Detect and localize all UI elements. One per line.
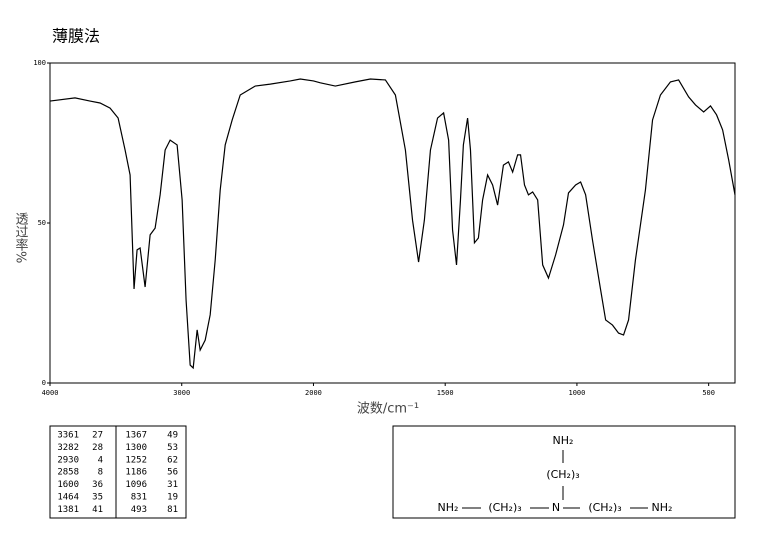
x-tick-label: 500 bbox=[702, 389, 715, 397]
table-cell: 1381 bbox=[57, 505, 79, 515]
table-cell: 3361 bbox=[57, 431, 79, 441]
plot-frame bbox=[49, 62, 736, 384]
table-cell: 8 bbox=[98, 468, 103, 478]
structure-text: (CH₂)₃ bbox=[588, 501, 621, 514]
peak-table-frame bbox=[49, 425, 187, 519]
table-cell: 62 bbox=[167, 455, 178, 465]
table-cell: 831 bbox=[131, 493, 147, 503]
table-cell: 1096 bbox=[125, 480, 147, 490]
table-cell: 28 bbox=[92, 443, 103, 453]
x-tick-label: 1500 bbox=[437, 389, 454, 397]
table-cell: 41 bbox=[92, 505, 103, 515]
table-cell: 53 bbox=[167, 443, 178, 453]
table-cell: 1252 bbox=[125, 455, 147, 465]
table-cell: 2930 bbox=[57, 455, 79, 465]
structure-text: N bbox=[552, 501, 560, 514]
y-axis-label: 透过率% bbox=[13, 212, 29, 263]
table-cell: 1600 bbox=[57, 480, 79, 490]
table-cell: 27 bbox=[92, 431, 103, 441]
y-tick-label: 50 bbox=[38, 219, 46, 227]
x-tick-label: 4000 bbox=[42, 389, 59, 397]
x-tick-label: 1000 bbox=[568, 389, 585, 397]
spectrum-line bbox=[49, 78, 736, 370]
x-axis-label: 波数/cm⁻¹ bbox=[357, 402, 419, 417]
table-cell: 81 bbox=[167, 505, 178, 515]
structure-labels: NH₂ (CH₂)₃ NH₂ (CH₂)₃ N (CH₂)₃ NH₂ bbox=[438, 434, 673, 514]
table-cell: 56 bbox=[167, 468, 178, 478]
table-cell: 3282 bbox=[57, 443, 79, 453]
table-cell: 36 bbox=[92, 480, 103, 490]
table-cell: 1464 bbox=[57, 493, 79, 503]
structure-frame bbox=[392, 425, 736, 519]
structure-text: (CH₂)₃ bbox=[546, 468, 579, 481]
table-cell: 4 bbox=[98, 455, 103, 465]
structure-text: NH₂ bbox=[553, 434, 574, 447]
table-cell: 1300 bbox=[125, 443, 147, 453]
table-cell: 1186 bbox=[125, 468, 147, 478]
y-tick-label: 100 bbox=[33, 59, 46, 67]
structure-text: NH₂ bbox=[652, 501, 673, 514]
table-cell: 49 bbox=[167, 431, 178, 441]
table-cell: 35 bbox=[92, 493, 103, 503]
structure-text: (CH₂)₃ bbox=[488, 501, 521, 514]
table-cell: 493 bbox=[131, 505, 147, 515]
x-tick-label: 2000 bbox=[305, 389, 322, 397]
table-cell: 19 bbox=[167, 493, 178, 503]
y-tick-label: 0 bbox=[42, 379, 46, 387]
table-cell: 1367 bbox=[125, 431, 147, 441]
structure-text: NH₂ bbox=[438, 501, 459, 514]
table-cell: 2858 bbox=[57, 468, 79, 478]
structure-bonds bbox=[462, 450, 648, 509]
chart-title: 薄膜法 bbox=[52, 27, 100, 46]
table-cell: 31 bbox=[167, 480, 178, 490]
x-tick-label: 3000 bbox=[173, 389, 190, 397]
